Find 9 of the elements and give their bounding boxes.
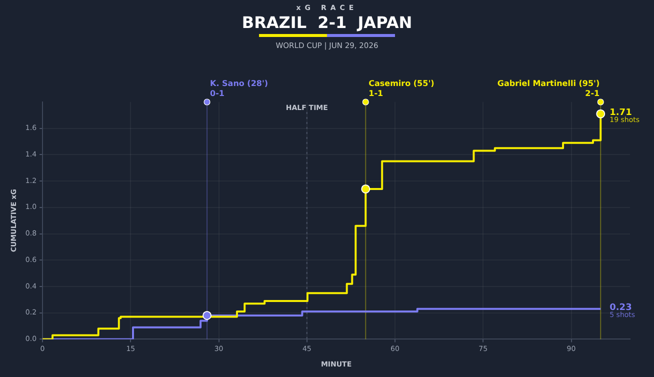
annotation: Casemiro (55') 1-1: [368, 79, 434, 98]
point: [202, 310, 212, 320]
point: [361, 184, 370, 194]
annotation: K. Sano (28') 0-1: [210, 79, 268, 98]
data-label: 1.71: [610, 108, 632, 118]
annotation: Gabriel Martinelli (95') 2-1: [497, 79, 600, 98]
data-label: 0.23: [610, 302, 632, 313]
chart-title: BRAZIL 2-1 JAPAN: [240, 13, 414, 32]
point: [596, 109, 606, 118]
